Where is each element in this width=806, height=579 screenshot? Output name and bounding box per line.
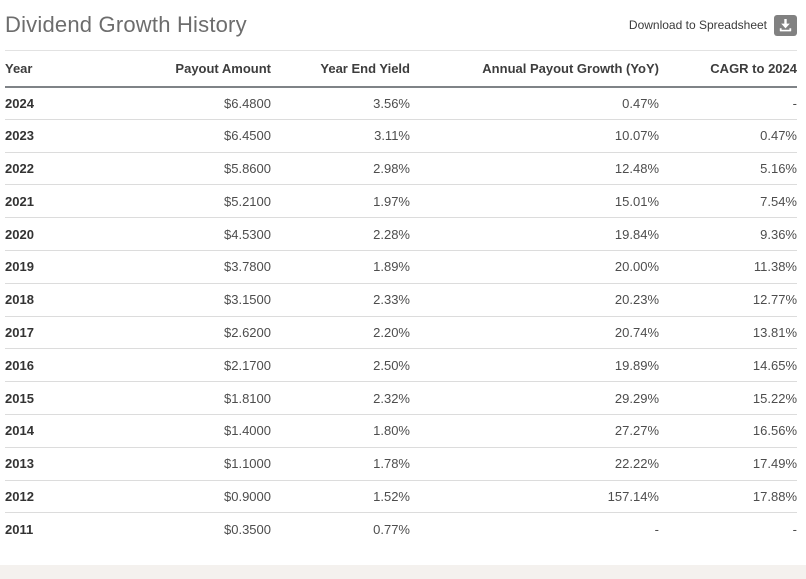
table-row: 2012 $0.9000 1.52% 157.14% 17.88% [5,480,797,514]
value-cell: 20.00% [410,250,659,284]
year-cell: 2020 [5,217,135,251]
table-row: 2023 $6.4500 3.11% 10.07% 0.47% [5,119,797,153]
value-cell: $6.4500 [135,119,271,153]
section-header: Dividend Growth History Download to Spre… [5,0,797,50]
value-cell: $1.8100 [135,381,271,415]
value-cell: - [659,86,797,120]
table-row: 2016 $2.1700 2.50% 19.89% 14.65% [5,348,797,383]
value-cell: 2.33% [271,283,410,317]
value-cell: $3.1500 [135,283,271,317]
value-cell: $0.9000 [135,480,271,514]
page-title: Dividend Growth History [5,12,247,37]
table-row: 2021 $5.2100 1.97% 15.01% 7.54% [5,184,797,219]
column-header-year: Year [5,50,135,88]
table-row: 2022 $5.8600 2.98% 12.48% 5.16% [5,152,797,186]
value-cell: 157.14% [410,480,659,514]
value-cell: 3.56% [271,86,410,120]
table-row: 2018 $3.1500 2.33% 20.23% 12.77% [5,283,797,317]
table-row: 2014 $1.4000 1.80% 27.27% 16.56% [5,414,797,448]
table-row: 2019 $3.7800 1.89% 20.00% 11.38% [5,250,797,284]
value-cell: 3.11% [271,119,410,153]
year-cell: 2023 [5,119,135,153]
year-cell: 2017 [5,316,135,350]
value-cell: 1.52% [271,480,410,514]
value-cell: $2.1700 [135,348,271,383]
year-cell: 2012 [5,480,135,514]
value-cell: 29.29% [410,381,659,415]
value-cell: $5.2100 [135,184,271,219]
next-section-divider [0,565,806,579]
value-cell: $6.4800 [135,86,271,120]
value-cell: 20.23% [410,283,659,317]
value-cell: 15.01% [410,184,659,219]
value-cell: 17.88% [659,480,797,514]
year-cell: 2024 [5,86,135,120]
value-cell: 17.49% [659,447,797,481]
value-cell: $0.3500 [224,522,271,537]
value-cell: 12.48% [410,152,659,186]
table-row: 2011 $0.3500 0.77% - - [5,513,797,546]
table-row: 2015 $1.8100 2.32% 29.29% 15.22% [5,381,797,415]
value-cell: - [654,522,659,537]
value-cell: $3.7800 [135,250,271,284]
value-cell: $4.5300 [135,217,271,251]
value-cell: 1.89% [271,250,410,284]
value-cell: 20.74% [410,316,659,350]
value-cell: 12.77% [659,283,797,317]
value-cell: 2.20% [271,316,410,350]
value-cell: 9.36% [659,217,797,251]
value-cell: 19.84% [410,217,659,251]
value-cell: 2.32% [271,381,410,415]
column-header-cagr-to-2024: CAGR to 2024 [659,50,797,88]
value-cell: 0.47% [659,119,797,153]
column-header-annual-payout-growth-yoy: Annual Payout Growth (YoY) [410,50,659,88]
table-row: 2017 $2.6200 2.20% 20.74% 13.81% [5,316,797,350]
value-cell: 2.50% [271,348,410,383]
value-cell: 19.89% [410,348,659,383]
dividend-growth-table: Year Payout Amount Year End Yield Annual Pa… [5,50,797,546]
year-cell: 2018 [5,283,135,317]
year-cell: 2014 [5,414,135,448]
value-cell: 15.22% [659,381,797,415]
column-header-payout-amount: Payout Amount [135,50,271,88]
value-cell: 1.97% [271,184,410,219]
dividend-growth-section: Dividend Growth History Download to Spre… [5,0,797,546]
value-cell: 2.28% [271,217,410,251]
download-to-spreadsheet-label: Download to Spreadsheet [628,18,767,32]
year-cell: 2013 [5,447,135,481]
value-cell: 0.77% [373,522,410,537]
year-cell: 2016 [5,348,135,383]
value-cell: 0.47% [410,86,659,120]
table-row: 2020 $4.5300 2.28% 19.84% 9.36% [5,217,797,251]
year-cell: 2021 [5,184,135,219]
value-cell: 7.54% [659,184,797,219]
year-cell: 2019 [5,250,135,284]
value-cell: 5.16% [659,152,797,186]
value-cell: - [792,522,797,537]
year-cell: 2015 [5,381,135,415]
column-header-year-end-yield: Year End Yield [271,50,410,88]
value-cell: $5.8600 [135,152,271,186]
download-icon[interactable] [774,14,797,36]
value-cell: 27.27% [410,414,659,448]
value-cell: $1.1000 [135,447,271,481]
table-row: 2024 $6.4800 3.56% 0.47% - [5,86,797,120]
value-cell: 16.56% [659,414,797,448]
value-cell: 10.07% [410,119,659,153]
table-header-row: Year Payout Amount Year End Yield Annual Pa… [5,50,797,88]
value-cell: 1.80% [271,414,410,448]
table-row: 2013 $1.1000 1.78% 22.22% 17.49% [5,447,797,481]
table-body: 2024 $6.4800 3.56% 0.47% -2023 $6.4500 3.11% 10… [5,86,797,546]
value-cell: 14.65% [659,348,797,383]
year-cell: 2011 [5,522,34,537]
year-cell: 2022 [5,152,135,186]
value-cell: $1.4000 [135,414,271,448]
download-to-spreadsheet-button[interactable]: Download to Spreadsheet [628,14,797,36]
value-cell: $2.6200 [135,316,271,350]
value-cell: 11.38% [659,250,797,284]
value-cell: 1.78% [271,447,410,481]
value-cell: 13.81% [659,316,797,350]
value-cell: 2.98% [271,152,410,186]
value-cell: 22.22% [410,447,659,481]
